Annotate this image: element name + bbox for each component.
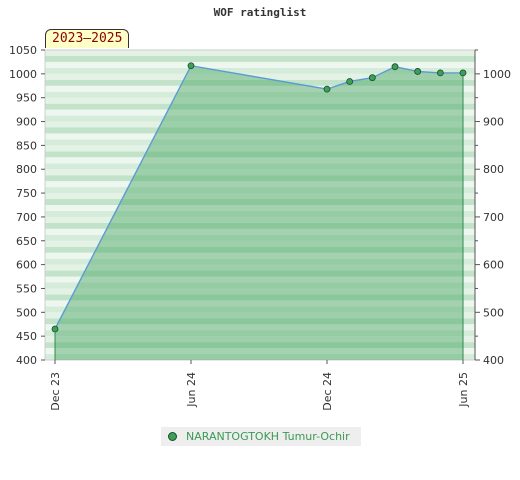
background-stripe (45, 169, 475, 176)
data-point (51, 325, 59, 333)
background-stripe (45, 246, 475, 253)
background-stripe (45, 330, 475, 337)
background-stripe (45, 133, 475, 140)
data-point (459, 69, 467, 77)
chart-title: WOF ratinglist (213, 6, 307, 19)
legend: NARANTOGTOKH Tumur-Ochir (161, 427, 361, 446)
background-stripe (45, 240, 475, 247)
right-axis-label: 500 (483, 306, 504, 319)
background-stripe (45, 234, 475, 241)
background-stripe (45, 336, 475, 343)
background-stripe (45, 55, 475, 62)
left-axis-label: 800 (16, 163, 37, 176)
background-stripe (45, 187, 475, 194)
background-stripe (45, 67, 475, 74)
background-stripe (45, 222, 475, 229)
background-stripe (45, 348, 475, 355)
background-stripe (45, 103, 475, 110)
background-stripe (45, 115, 475, 122)
background-stripe (45, 193, 475, 200)
period-badge: 2023–2025 (45, 29, 130, 48)
left-axis-label: 500 (16, 306, 37, 319)
x-axis-label: Jun 25 (457, 372, 470, 408)
data-point (436, 69, 444, 77)
background-stripe (45, 264, 475, 271)
left-axis-label: 450 (16, 330, 37, 343)
background-stripe (45, 342, 475, 349)
background-stripe (45, 354, 475, 360)
background-stripe (45, 270, 475, 277)
background-stripe (45, 109, 475, 116)
background-stripe (45, 258, 475, 265)
data-point (346, 78, 354, 85)
x-axis-label: Dec 24 (321, 372, 334, 411)
left-axis-label: 1000 (9, 68, 37, 81)
left-axis-label: 650 (16, 235, 37, 248)
background-stripe (45, 50, 475, 56)
data-point (391, 63, 399, 71)
background-stripe (45, 216, 475, 223)
background-stripe (45, 157, 475, 164)
background-stripe (45, 145, 475, 152)
background-stripe (45, 85, 475, 92)
background-stripe (45, 181, 475, 188)
data-point (414, 68, 422, 75)
background-stripe (45, 163, 475, 170)
left-axis-label: 750 (16, 187, 37, 200)
background-stripe (45, 294, 475, 301)
background-stripe (45, 252, 475, 259)
left-axis-label: 600 (16, 259, 37, 272)
background-stripe (45, 276, 475, 283)
left-axis-label: 550 (16, 282, 37, 295)
background-stripe (45, 312, 475, 319)
series-area (55, 65, 463, 360)
legend-label: NARANTOGTOKH Tumur-Ochir (186, 430, 350, 443)
background-stripe (45, 306, 475, 313)
background-stripe (45, 139, 475, 146)
background-stripe (45, 288, 475, 295)
background-stripe (45, 228, 475, 235)
background-stripe (45, 61, 475, 68)
background-stripe (45, 121, 475, 128)
background-stripe (45, 73, 475, 80)
right-axis-label: 400 (483, 354, 504, 367)
right-axis-label: 700 (483, 211, 504, 224)
background-stripe (45, 97, 475, 104)
background-stripe (45, 324, 475, 331)
data-point (368, 74, 376, 82)
right-axis-label: 800 (483, 163, 504, 176)
x-axis-label: Jun 24 (185, 372, 198, 408)
background-stripe (45, 199, 475, 205)
left-axis-label: 950 (16, 92, 37, 105)
background-stripe (45, 300, 475, 307)
x-axis-label: Dec 23 (49, 372, 62, 411)
left-axis-label: 400 (16, 354, 37, 367)
left-axis-label: 1050 (9, 44, 37, 57)
background-stripe (45, 282, 475, 289)
legend-marker-icon (168, 432, 177, 441)
left-axis-label: 700 (16, 211, 37, 224)
background-stripe (45, 175, 475, 182)
background-stripe (45, 127, 475, 134)
right-axis-label: 900 (483, 116, 504, 129)
background-stripe (45, 91, 475, 98)
background-stripe (45, 210, 475, 217)
background-stripe (45, 79, 475, 86)
data-point (187, 62, 195, 70)
right-axis-label: 1000 (483, 68, 511, 81)
data-point (323, 85, 331, 93)
left-axis-label: 900 (16, 116, 37, 129)
left-axis-label: 850 (16, 139, 37, 152)
background-stripe (45, 151, 475, 158)
background-stripe (45, 205, 475, 211)
background-stripe (45, 318, 475, 325)
right-axis-label: 600 (483, 259, 504, 272)
